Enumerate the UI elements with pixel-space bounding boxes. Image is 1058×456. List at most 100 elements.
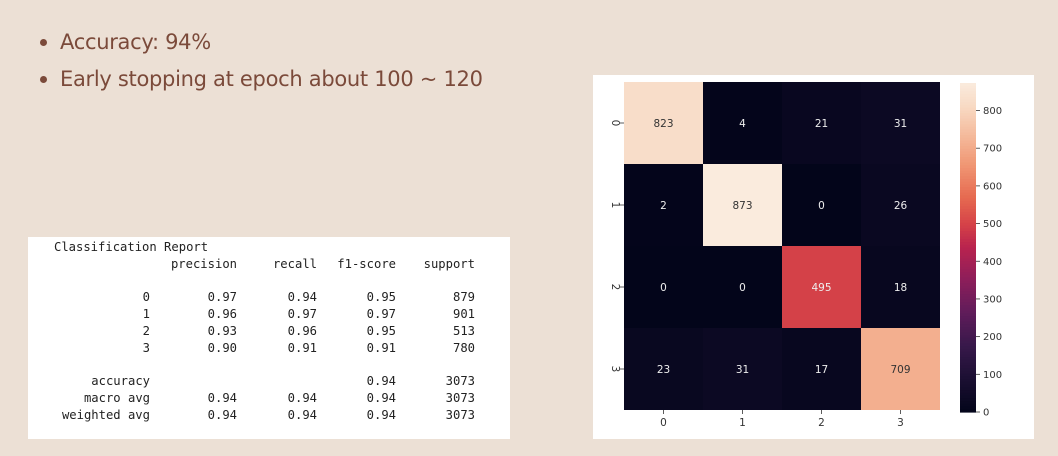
cell-value-label: 873 bbox=[732, 200, 752, 212]
colorbar-segment bbox=[960, 200, 976, 205]
colorbar-segment bbox=[960, 140, 976, 144]
colorbar-segment bbox=[960, 280, 976, 284]
colorbar-segment bbox=[960, 137, 976, 142]
colorbar-segment bbox=[960, 354, 976, 358]
spacer-row bbox=[28, 357, 475, 373]
colorbar-segment bbox=[960, 187, 976, 191]
colorbar-segment bbox=[960, 247, 976, 251]
colorbar-segment bbox=[960, 335, 976, 339]
x-tick-label: 1 bbox=[739, 417, 746, 429]
f1-value: 0.94 bbox=[366, 391, 396, 405]
f1-value: 0.94 bbox=[366, 408, 396, 422]
colorbar-segment bbox=[960, 307, 976, 312]
colorbar-segment bbox=[960, 381, 976, 386]
bullet-dot-icon bbox=[40, 76, 47, 83]
f1-value: 0.95 bbox=[366, 324, 396, 338]
bullet-early-stopping: Early stopping at epoch about 100 ~ 120 bbox=[38, 63, 483, 100]
table-row: 0 0.97 0.94 0.95 879 bbox=[28, 289, 475, 306]
colorbar-segment bbox=[960, 176, 976, 180]
support-value: 3073 bbox=[445, 408, 475, 422]
row-label: 3 bbox=[142, 341, 150, 355]
row-label: 1 bbox=[142, 307, 150, 321]
colorbar-segment bbox=[960, 132, 976, 136]
colorbar-segment bbox=[960, 401, 976, 405]
colorbar-tick-label: 200 bbox=[983, 332, 1002, 343]
heatmap-cell bbox=[624, 164, 703, 246]
colorbar-segment bbox=[960, 357, 976, 361]
colorbar-segment bbox=[960, 167, 976, 172]
colorbar-segment bbox=[960, 146, 976, 150]
cell-value-label: 495 bbox=[811, 282, 831, 294]
colorbar-segment bbox=[960, 269, 976, 273]
colorbar-segment bbox=[960, 126, 976, 131]
precision-value: 0.90 bbox=[207, 341, 237, 355]
f1-value: 0.91 bbox=[366, 341, 396, 355]
x-tick-label: 3 bbox=[897, 417, 904, 429]
recall-value: 0.96 bbox=[287, 324, 317, 338]
summary-row: weighted avg 0.94 0.94 0.94 3073 bbox=[28, 407, 475, 424]
colorbar-segment bbox=[960, 242, 976, 246]
colorbar-segment bbox=[960, 143, 976, 147]
cell-value-label: 26 bbox=[894, 200, 908, 212]
colorbar-segment bbox=[960, 398, 976, 402]
colorbar-segment bbox=[960, 296, 976, 301]
colorbar-segment bbox=[960, 239, 976, 243]
y-tick-label: 0 bbox=[609, 120, 621, 127]
colorbar-segment bbox=[960, 263, 976, 268]
colorbar-segment bbox=[960, 151, 976, 155]
colorbar-segment bbox=[960, 277, 976, 281]
colorbar-segment bbox=[960, 392, 976, 397]
colorbar-segment bbox=[960, 225, 976, 229]
colorbar-segment bbox=[960, 217, 976, 221]
bullet-text: Accuracy: 94% bbox=[60, 30, 211, 54]
report-table: precision recall f1-score support 0 0.97… bbox=[28, 256, 475, 424]
precision-value: 0.96 bbox=[207, 307, 237, 321]
colorbar-segment bbox=[960, 88, 976, 92]
colorbar-segment bbox=[960, 222, 976, 227]
colorbar-tick-label: 800 bbox=[983, 106, 1002, 117]
recall-value: 0.94 bbox=[287, 391, 317, 405]
colorbar-segment bbox=[960, 346, 976, 350]
precision-value bbox=[150, 373, 237, 390]
colorbar-segment bbox=[960, 96, 976, 101]
precision-value: 0.94 bbox=[207, 408, 237, 422]
colorbar-segment bbox=[960, 244, 976, 249]
summary-row: macro avg 0.94 0.94 0.94 3073 bbox=[28, 390, 475, 407]
colorbar-segment bbox=[960, 195, 976, 199]
cell-value-label: 23 bbox=[657, 364, 670, 376]
heatmap-cell bbox=[624, 328, 703, 410]
cell-value-label: 0 bbox=[818, 200, 825, 212]
colorbar-segment bbox=[960, 198, 976, 202]
colorbar-segment bbox=[960, 285, 976, 290]
heatmap-cell bbox=[624, 82, 703, 164]
colorbar-segment bbox=[960, 365, 976, 369]
colorbar-segment bbox=[960, 368, 976, 372]
heatmap-cell bbox=[782, 328, 861, 410]
summary-row: accuracy 0.94 3073 bbox=[28, 373, 475, 390]
colorbar-segment bbox=[960, 395, 976, 399]
colorbar-segment bbox=[960, 351, 976, 356]
colorbar-segment bbox=[960, 99, 976, 103]
colorbar-segment bbox=[960, 184, 976, 188]
heatmap-cell bbox=[624, 246, 703, 328]
header-recall: recall bbox=[272, 257, 317, 271]
recall-value: 0.94 bbox=[287, 408, 317, 422]
colorbar-segment bbox=[960, 288, 976, 292]
header-support: support bbox=[423, 257, 475, 271]
colorbar-segment bbox=[960, 403, 976, 408]
colorbar-segment bbox=[960, 258, 976, 262]
colorbar-segment bbox=[960, 192, 976, 197]
colorbar-segment bbox=[960, 387, 976, 391]
colorbar-segment bbox=[960, 102, 976, 106]
colorbar-segment bbox=[960, 318, 976, 323]
colorbar-segment bbox=[960, 211, 976, 216]
heatmap-cell bbox=[703, 246, 782, 328]
colorbar-segment bbox=[960, 214, 976, 218]
colorbar-segment bbox=[960, 337, 976, 342]
colorbar-segment bbox=[960, 409, 976, 413]
heatmap-cell bbox=[782, 164, 861, 246]
heatmap-cell bbox=[861, 164, 940, 246]
colorbar-tick-label: 600 bbox=[983, 181, 1002, 192]
colorbar-segment bbox=[960, 379, 976, 383]
